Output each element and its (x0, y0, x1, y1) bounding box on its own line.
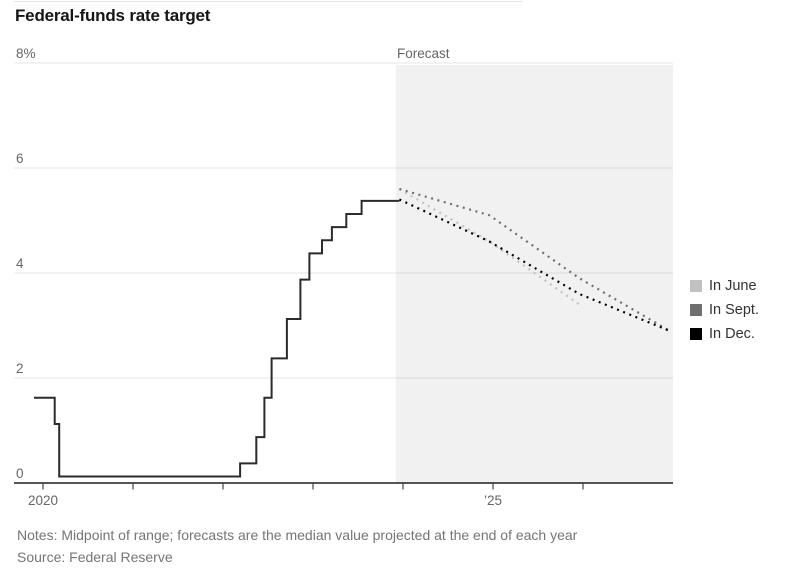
chart-notes: Notes: Midpoint of range; forecasts are … (17, 527, 578, 543)
chart-legend: In June In Sept. In Dec. (690, 278, 759, 350)
x-tick-label: ’25 (483, 493, 502, 508)
legend-swatch-sept-icon (690, 303, 702, 316)
forecast-line-in-sept- (399, 187, 670, 332)
legend-swatch-june-icon (690, 279, 702, 292)
y-tick-label: 6 (16, 151, 24, 166)
y-tick-label: 2 (16, 361, 24, 376)
forecast-region-label: Forecast (397, 46, 450, 61)
forecast-line-in-dec- (398, 198, 670, 332)
y-tick-label: 0 (16, 466, 24, 481)
top-divider (14, 1, 523, 2)
chart-source: Source: Federal Reserve (17, 549, 173, 565)
legend-label: In Dec. (709, 325, 755, 342)
legend-item-in-dec: In Dec. (690, 325, 759, 342)
chart-title: Federal-funds rate target (15, 6, 211, 25)
y-tick-label: 8% (16, 46, 36, 61)
x-tick-label: 2020 (27, 493, 59, 508)
legend-swatch-dec-icon (690, 327, 702, 340)
forecast-line-in-june (398, 188, 581, 306)
legend-item-in-sept: In Sept. (690, 301, 759, 318)
actual-rate-line (34, 199, 400, 478)
legend-label: In Sept. (709, 301, 759, 318)
legend-label: In June (709, 277, 757, 294)
legend-item-in-june: In June (690, 277, 759, 294)
y-tick-label: 4 (16, 256, 24, 271)
